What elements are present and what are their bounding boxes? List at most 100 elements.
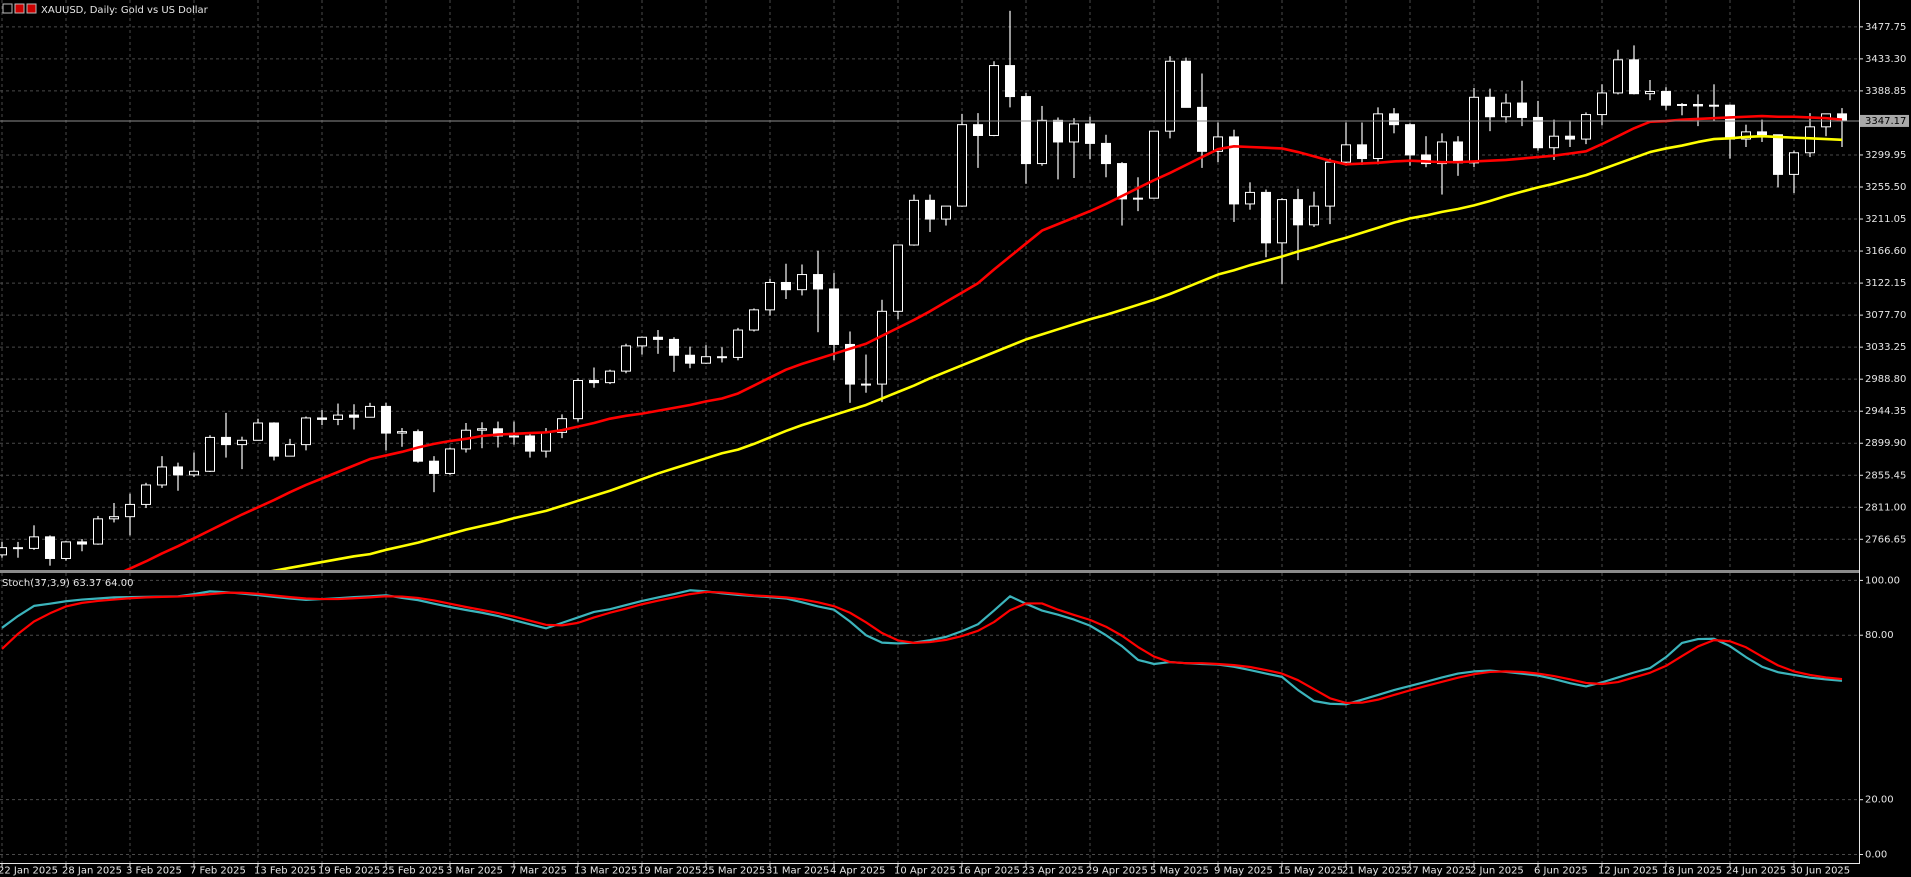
candle-body: [141, 484, 151, 505]
x-tick-label: 2 Jun 2025: [1470, 866, 1524, 877]
candle-body: [893, 244, 903, 312]
x-tick-label: 9 May 2025: [1214, 866, 1273, 877]
candle-body: [1229, 136, 1239, 205]
candle-body: [669, 338, 679, 356]
candle-body: [845, 343, 855, 385]
candle-body: [1149, 130, 1159, 199]
candle-body: [1325, 161, 1335, 207]
candle-body: [653, 336, 663, 340]
candle-body: [365, 405, 375, 418]
y-tick-label: 3299.95: [1865, 150, 1906, 161]
y-tick-label: 3166.60: [1865, 246, 1906, 257]
grid-layer: [0, 0, 1859, 863]
y-tick-label: 3388.85: [1865, 86, 1906, 97]
candle-body: [1309, 205, 1319, 226]
candle-body: [1709, 104, 1719, 107]
x-tick-label: 12 Jun 2025: [1598, 866, 1658, 877]
candle-body: [1581, 114, 1591, 140]
candle-body: [285, 444, 295, 457]
candle-body: [429, 460, 439, 474]
candle-body: [317, 417, 327, 420]
candle-body: [445, 448, 455, 474]
x-tick-label: 5 May 2025: [1150, 866, 1209, 877]
symbol-icons: [2, 3, 37, 14]
candle-body: [637, 336, 647, 347]
y-tick-label: 80.00: [1865, 630, 1894, 641]
candle-body: [93, 518, 103, 545]
candle-body: [1613, 59, 1623, 94]
candle-body: [1069, 123, 1079, 143]
candle-body: [0, 547, 7, 556]
candle-body: [1165, 60, 1175, 132]
y-tick-label: 3211.05: [1865, 214, 1906, 225]
y-tick-label: 2988.80: [1865, 374, 1906, 385]
candle-body: [381, 405, 391, 434]
candle-body: [1005, 65, 1015, 98]
x-tick-label: 22 Jan 2025: [0, 866, 58, 877]
x-tick-label: 10 Apr 2025: [894, 866, 956, 877]
candle-body: [717, 356, 727, 359]
x-tick-label: 13 Mar 2025: [574, 866, 637, 877]
candle-body: [1565, 135, 1575, 140]
candle-body: [1197, 106, 1207, 152]
candle-body: [125, 503, 135, 518]
y-tick-label: 3477.75: [1865, 22, 1906, 33]
candle-body: [733, 329, 743, 358]
candle-body: [1357, 144, 1367, 160]
candle-body: [1597, 92, 1607, 116]
candle-body: [173, 466, 183, 476]
candle-body: [589, 379, 599, 384]
candle-body: [1405, 124, 1415, 156]
candle-body: [237, 439, 247, 446]
candle-body: [253, 422, 263, 441]
candle-body: [1021, 96, 1031, 165]
indicator-line: [1, 590, 1843, 705]
x-tick-label: 19 Mar 2025: [638, 866, 701, 877]
candle-body: [1245, 191, 1255, 205]
indicator-line: [270, 134, 1843, 570]
candle-body: [1133, 197, 1143, 200]
candle-body: [333, 414, 343, 420]
y-tick-label: 100.00: [1865, 575, 1900, 586]
x-tick-label: 28 Jan 2025: [62, 866, 122, 877]
candle-body: [557, 418, 567, 433]
y-tick-label: 2899.90: [1865, 438, 1906, 449]
y-tick-label: 2766.65: [1865, 534, 1906, 545]
candle-body: [1485, 96, 1495, 118]
x-tick-label: 30 Jun 2025: [1790, 866, 1850, 877]
candle-body: [877, 310, 887, 385]
candle-body: [1293, 199, 1303, 226]
y-tick-label: 3033.25: [1865, 342, 1906, 353]
candle-body: [269, 422, 279, 457]
x-tick-label: 27 May 2025: [1406, 866, 1471, 877]
candle-body: [189, 470, 199, 476]
candle-body: [1661, 91, 1671, 106]
x-tick-label: 15 May 2025: [1278, 866, 1343, 877]
x-tick-label: 29 Apr 2025: [1086, 866, 1148, 877]
y-tick-label: 3433.30: [1865, 54, 1906, 65]
candle-body: [925, 199, 935, 220]
stoch-panel: [1, 589, 1843, 706]
candle-body: [1437, 141, 1447, 165]
candle-body: [701, 356, 711, 364]
candle-body: [1277, 199, 1287, 244]
x-tick-label: 18 Jun 2025: [1662, 866, 1722, 877]
candle-body: [29, 536, 39, 549]
icon: [2, 3, 13, 14]
candle-body: [909, 199, 919, 246]
current-price-box: [1860, 114, 1909, 127]
candle-body: [509, 435, 519, 438]
y-tick-label: 3255.50: [1865, 182, 1906, 193]
x-tick-label: 16 Apr 2025: [958, 866, 1020, 877]
candle-body: [1549, 135, 1559, 149]
y-tick-label: 3122.15: [1865, 278, 1906, 289]
candle-body: [77, 541, 87, 545]
icon: [26, 3, 37, 14]
x-tick-label: 21 May 2025: [1342, 866, 1407, 877]
candle-body: [61, 541, 71, 559]
y-tick-label: 2944.35: [1865, 406, 1906, 417]
candle-body: [397, 431, 407, 434]
candle-body: [1053, 119, 1063, 143]
